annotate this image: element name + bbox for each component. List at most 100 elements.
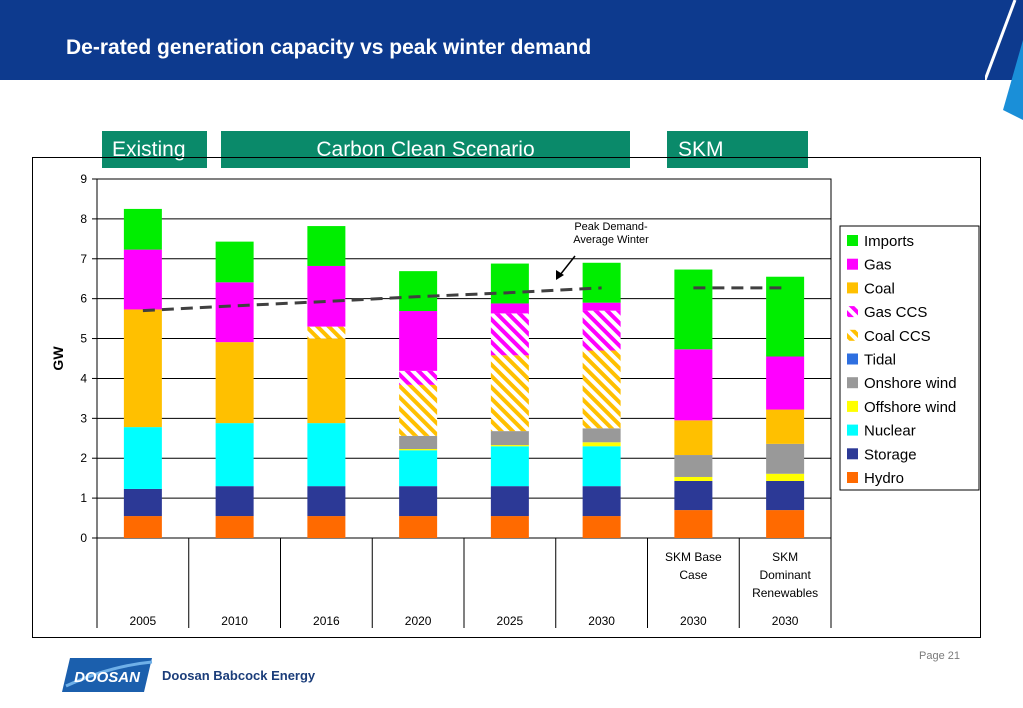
annotation-arrowhead [556,270,564,280]
legend-label: Offshore wind [864,399,956,416]
bar-coal-ccs [399,384,438,436]
annotation-arrow [559,255,576,276]
bar-storage [674,480,713,511]
bar-gas-ccs [490,313,529,356]
bar-offshore-wind [399,449,438,451]
bar-imports [399,271,438,312]
peak-demand-annotation: Average Winter [573,234,649,246]
legend-swatch [847,424,858,436]
legend-swatch [847,353,858,365]
bar-storage [307,486,346,517]
y-tick-label: 0 [80,531,87,545]
bar-coal [766,409,805,444]
bar-nuclear [490,446,529,487]
x-category-sublabel: SKM Base [665,550,722,564]
bar-nuclear [582,446,621,487]
x-category-label: 2020 [405,614,432,628]
legend-label: Imports [864,233,914,250]
y-tick-label: 7 [80,252,87,266]
legend-label: Coal [864,280,895,297]
y-tick-label: 8 [80,212,87,226]
bar-hydro [399,516,438,538]
chart-frame: 0 1 2 3 4 5 6 7 8 9 GW 2005 2010 2016 2020 2025 2030 2030… [32,157,981,638]
bar-offshore-wind [490,445,529,447]
legend-label: Storage [864,446,917,463]
bar-imports [674,269,713,350]
bar-imports [582,262,621,303]
bar-hydro [674,510,713,538]
y-tick-label: 4 [80,371,87,385]
bar-storage [766,480,805,511]
legend-swatch [847,472,858,483]
bar-nuclear [307,423,346,487]
y-tick-label: 2 [80,451,87,465]
legend-label: Gas [864,257,892,274]
bar-gas [123,249,162,310]
bar-onshore-wind [582,428,621,443]
legend-swatch [847,400,858,412]
bar-imports [490,263,529,304]
x-category-sublabel: SKM [772,550,798,564]
bar-offshore-wind [674,476,713,481]
bar-coal-ccs [582,350,621,429]
legend-swatch [847,282,858,294]
legend-label: Coal CCS [864,328,931,345]
legend-swatch [847,306,858,318]
plot-border [96,178,832,539]
bar-storage [582,486,621,517]
x-category-sublabel: Dominant [759,568,811,582]
legend-swatch [847,377,858,389]
bar-hydro [215,516,254,538]
bar-nuclear [215,423,254,487]
bar-imports [307,226,346,266]
bar-onshore-wind [490,431,529,446]
x-category-label: 2030 [772,614,799,628]
bar-hydro [582,516,621,538]
legend-swatch [847,258,858,270]
y-tick-label: 3 [80,411,87,425]
x-category-label: 2030 [588,614,615,628]
x-category-label: 2005 [130,614,157,628]
doosan-logo: DOOSAN [60,656,156,701]
y-tick-label: 6 [80,292,87,306]
bar-storage [399,486,438,517]
header-accent [985,0,1023,120]
header-bar [0,0,1023,80]
bar-hydro [307,516,346,538]
bar-storage [490,486,529,517]
scenario-skm: SKM [667,131,808,168]
legend-swatch [847,329,858,341]
legend-swatch [847,235,858,246]
y-tick-label: 1 [80,491,87,505]
page-number: Page 21 [919,650,960,662]
bar-onshore-wind [399,435,438,450]
bar-nuclear [123,427,162,489]
logo-text: DOOSAN [74,669,141,686]
y-tick-label: 9 [80,172,87,186]
y-axis-label: GW [50,346,66,371]
bar-gas [307,265,346,327]
bar-offshore-wind [766,473,805,481]
bar-nuclear [399,450,438,487]
bar-gas-ccs [399,370,438,385]
bar-hydro [123,516,162,538]
scenario-carbon-clean: Carbon Clean Scenario [221,131,630,168]
x-category-label: 2010 [221,614,248,628]
bar-gas [490,303,529,314]
company-name: Doosan Babcock Energy [162,668,316,683]
bar-coal [674,420,713,456]
legend-label: Onshore wind [864,375,957,392]
bar-coal [123,309,162,428]
bar-gas [674,349,713,421]
slide-title: De-rated generation capacity vs peak win… [66,36,592,59]
bar-gas [582,302,621,311]
bar-onshore-wind [766,443,805,474]
bar-imports [215,241,254,283]
bar-storage [215,486,254,517]
bar-gas [399,311,438,371]
bar-storage [123,488,162,517]
legend-box [839,225,980,491]
scenario-existing: Existing [102,131,207,168]
legend-label: Tidal [864,352,896,369]
legend-label: Gas CCS [864,304,927,321]
